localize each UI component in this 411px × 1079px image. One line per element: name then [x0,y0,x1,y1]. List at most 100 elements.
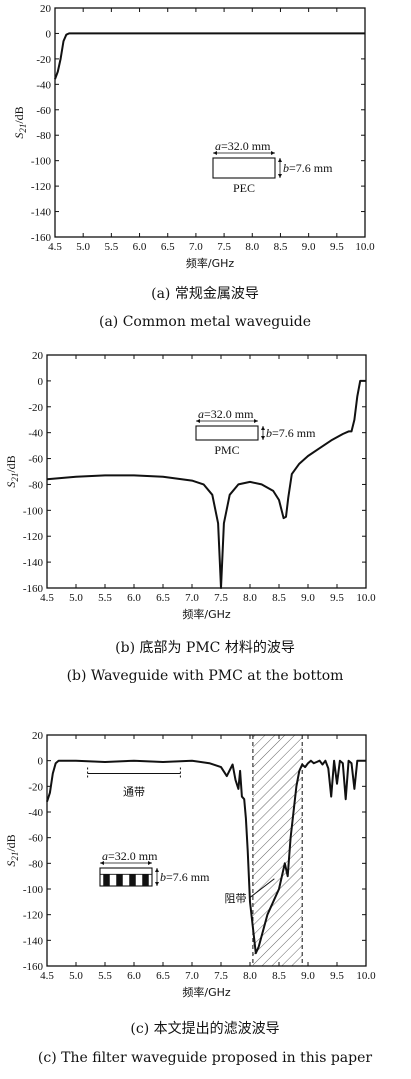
x-tick-label: 6.0 [127,592,141,604]
waveguide-rect [195,425,259,441]
plot-frame [46,354,367,589]
y-tick-label: 0 [46,28,52,40]
y-tick-label: 20 [40,3,52,15]
x-tick-label: 9.0 [302,241,316,253]
height-label: b=7.6 mm [266,426,316,440]
y-tick-label: -20 [28,781,43,793]
y-tick-label: -40 [36,79,51,91]
x-tick-label: 7.5 [214,592,228,604]
height-label: b=7.6 mm [160,870,210,884]
chart-panel-1: 4.5 5.0 5.5 6.0 6.5 7.0 7.5 8.0 8.5 9.0 9.5 10.0 20 0… [12,3,375,330]
x-tick-label: 6.0 [127,970,141,982]
y-tick-label: -60 [36,105,51,117]
filter-block [142,874,149,886]
y-tick-label: -40 [28,428,43,440]
caption-chinese: (b) 底部为 PMC 材料的波导 [115,640,295,656]
y-tick-label: -80 [36,130,51,142]
height-arrows [261,426,265,440]
filter-block [116,874,123,886]
y-tick-label: -20 [28,402,43,414]
height-arrows [155,868,159,886]
chart-panel-3: 4.5 5.0 5.5 6.0 6.5 7.0 7.5 8.0 8.5 9.0 9.5 10.0 20 0… [4,730,376,1066]
y-tick-label: -140 [23,935,44,947]
y-tick-label: 0 [38,756,44,768]
y-tick-label: 20 [32,730,44,742]
stopband-hatch [252,735,303,966]
x-tick-label: 8.0 [245,241,259,253]
material-label: PEC [233,181,255,195]
x-tick-label: 4.5 [40,592,54,604]
stopband-pointer [249,878,275,899]
s21-curve [46,759,366,955]
x-tick-label: 10.0 [355,241,375,253]
waveguide-inset: a=32.0 mm b=7.6 mm PMC [195,407,316,457]
x-tick-label: 7.0 [185,592,199,604]
y-tick-label: -160 [23,583,44,595]
x-tick-label: 10.0 [356,592,376,604]
x-tick-label: 8.5 [274,241,288,253]
y-tick-label: -140 [31,207,52,219]
y-axis-label: S21/dB [4,834,20,866]
y-tick-label: -60 [28,454,43,466]
waveguide-rect [99,867,153,887]
x-tick-label: 5.5 [98,970,112,982]
s21-curve [46,379,366,589]
y-tick-label: 20 [32,350,44,362]
filter-block [129,874,136,886]
caption-chinese: (a) 常规金属波导 [151,286,259,302]
height-arrows [278,158,282,178]
width-label: a=32.0 mm [198,407,254,421]
caption-chinese: (c) 本文提出的滤波波导 [130,1021,279,1037]
x-tick-label: 7.0 [185,970,199,982]
x-tick-label: 4.5 [40,970,54,982]
x-tick-label: 9.5 [330,970,344,982]
x-tick-label: 6.5 [156,970,170,982]
material-label: PMC [214,443,239,457]
x-tick-label: 8.5 [272,970,286,982]
x-tick-label: 9.5 [330,592,344,604]
x-tick-label: 6.0 [133,241,147,253]
y-tick-label: -60 [28,833,43,845]
y-axis-label: S21/dB [12,106,28,138]
y-tick-label: -120 [31,181,52,193]
x-tick-label: 5.0 [69,970,83,982]
y-tick-label: -100 [23,505,44,517]
y-tick-label: -120 [23,531,44,543]
x-tick-label: 5.0 [76,241,90,253]
x-tick-label: 4.5 [48,241,62,253]
waveguide-inset: a=32.0 mmb=7.6 mm [99,849,210,887]
y-tick-label: -120 [23,910,44,922]
width-label: a=32.0 mm [102,849,158,863]
filter-block [103,874,110,886]
y-tick-label: -140 [23,557,44,569]
x-tick-label: 9.0 [301,970,315,982]
y-tick-label: -80 [28,858,43,870]
x-tick-label: 10.0 [356,970,376,982]
x-axis-label: 频率/GHz [182,607,231,621]
y-tick-label: -160 [31,232,52,244]
x-tick-label: 5.5 [104,241,118,253]
stopband-label: 阻带 [225,892,247,905]
plot-frame [54,7,366,238]
caption-english: (c) The filter waveguide proposed in thi… [38,1050,372,1066]
x-axis-label: 频率/GHz [186,256,235,270]
x-tick-label: 9.0 [301,592,315,604]
x-tick-label: 5.5 [98,592,112,604]
waveguide-rect [212,157,276,179]
x-tick-label: 7.5 [214,970,228,982]
y-tick-label: -80 [28,479,43,491]
height-label: b=7.6 mm [283,161,333,175]
x-tick-label: 6.5 [156,592,170,604]
x-axis-label: 频率/GHz [182,985,231,999]
x-tick-label: 7.0 [189,241,203,253]
y-axis-label: S21/dB [4,455,20,487]
y-tick-label: 0 [38,376,44,388]
x-tick-label: 5.0 [69,592,83,604]
y-tick-label: -40 [28,807,43,819]
y-tick-label: -160 [23,961,44,973]
x-tick-label: 6.5 [161,241,175,253]
x-tick-label: 7.5 [217,241,231,253]
caption-english: (b) Waveguide with PMC at the bottom [67,668,344,684]
y-tick-label: -20 [36,54,51,66]
